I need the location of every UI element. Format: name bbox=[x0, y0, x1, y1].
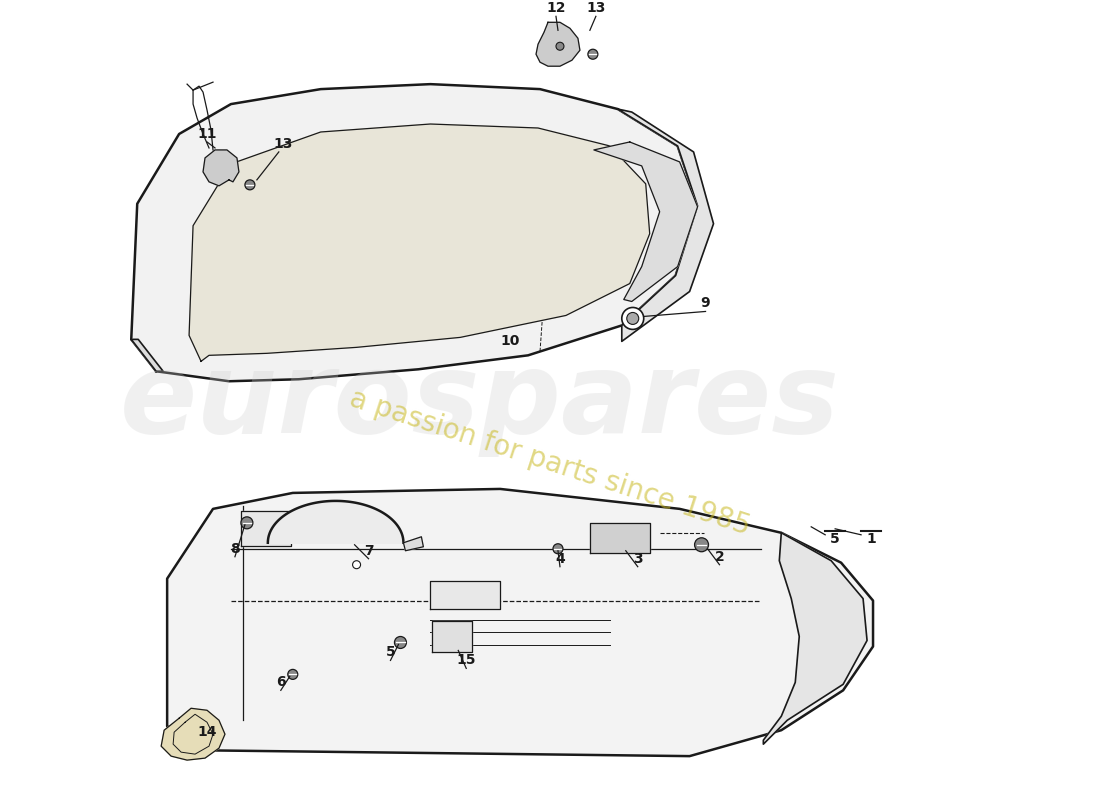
Circle shape bbox=[621, 307, 643, 330]
Polygon shape bbox=[167, 726, 195, 750]
Polygon shape bbox=[241, 511, 290, 546]
Polygon shape bbox=[432, 621, 472, 653]
Circle shape bbox=[395, 637, 406, 649]
Polygon shape bbox=[536, 22, 580, 66]
Polygon shape bbox=[590, 523, 650, 553]
Circle shape bbox=[627, 313, 639, 325]
Text: 15: 15 bbox=[456, 654, 476, 667]
Text: 10: 10 bbox=[500, 334, 520, 348]
Polygon shape bbox=[404, 537, 424, 550]
Text: 2: 2 bbox=[715, 550, 725, 564]
Polygon shape bbox=[618, 109, 714, 342]
Text: 6: 6 bbox=[276, 675, 286, 690]
Polygon shape bbox=[189, 124, 650, 362]
Polygon shape bbox=[162, 708, 226, 760]
Polygon shape bbox=[430, 581, 500, 609]
Text: 9: 9 bbox=[701, 297, 711, 310]
Polygon shape bbox=[763, 533, 867, 744]
Text: eurospares: eurospares bbox=[120, 346, 840, 457]
Text: 5: 5 bbox=[386, 646, 395, 659]
Text: a passion for parts since 1985: a passion for parts since 1985 bbox=[346, 385, 754, 541]
Polygon shape bbox=[167, 489, 873, 756]
Polygon shape bbox=[131, 84, 697, 382]
Circle shape bbox=[353, 561, 361, 569]
Circle shape bbox=[288, 670, 298, 679]
Text: 5: 5 bbox=[830, 532, 840, 546]
Circle shape bbox=[241, 517, 253, 529]
Polygon shape bbox=[267, 501, 404, 542]
Polygon shape bbox=[131, 339, 163, 371]
Polygon shape bbox=[204, 150, 239, 186]
Text: 13: 13 bbox=[273, 137, 293, 151]
Text: 4: 4 bbox=[556, 552, 564, 566]
Polygon shape bbox=[594, 142, 697, 302]
Text: 13: 13 bbox=[586, 2, 606, 15]
Text: 7: 7 bbox=[364, 544, 373, 558]
Circle shape bbox=[245, 180, 255, 190]
Text: 14: 14 bbox=[197, 726, 217, 739]
Text: 12: 12 bbox=[547, 2, 565, 15]
Text: 8: 8 bbox=[230, 542, 240, 556]
Text: 11: 11 bbox=[197, 127, 217, 141]
Text: 3: 3 bbox=[632, 552, 642, 566]
Circle shape bbox=[556, 42, 564, 50]
Circle shape bbox=[694, 538, 708, 552]
Circle shape bbox=[587, 50, 598, 59]
Text: 1: 1 bbox=[866, 532, 876, 546]
Circle shape bbox=[553, 544, 563, 554]
